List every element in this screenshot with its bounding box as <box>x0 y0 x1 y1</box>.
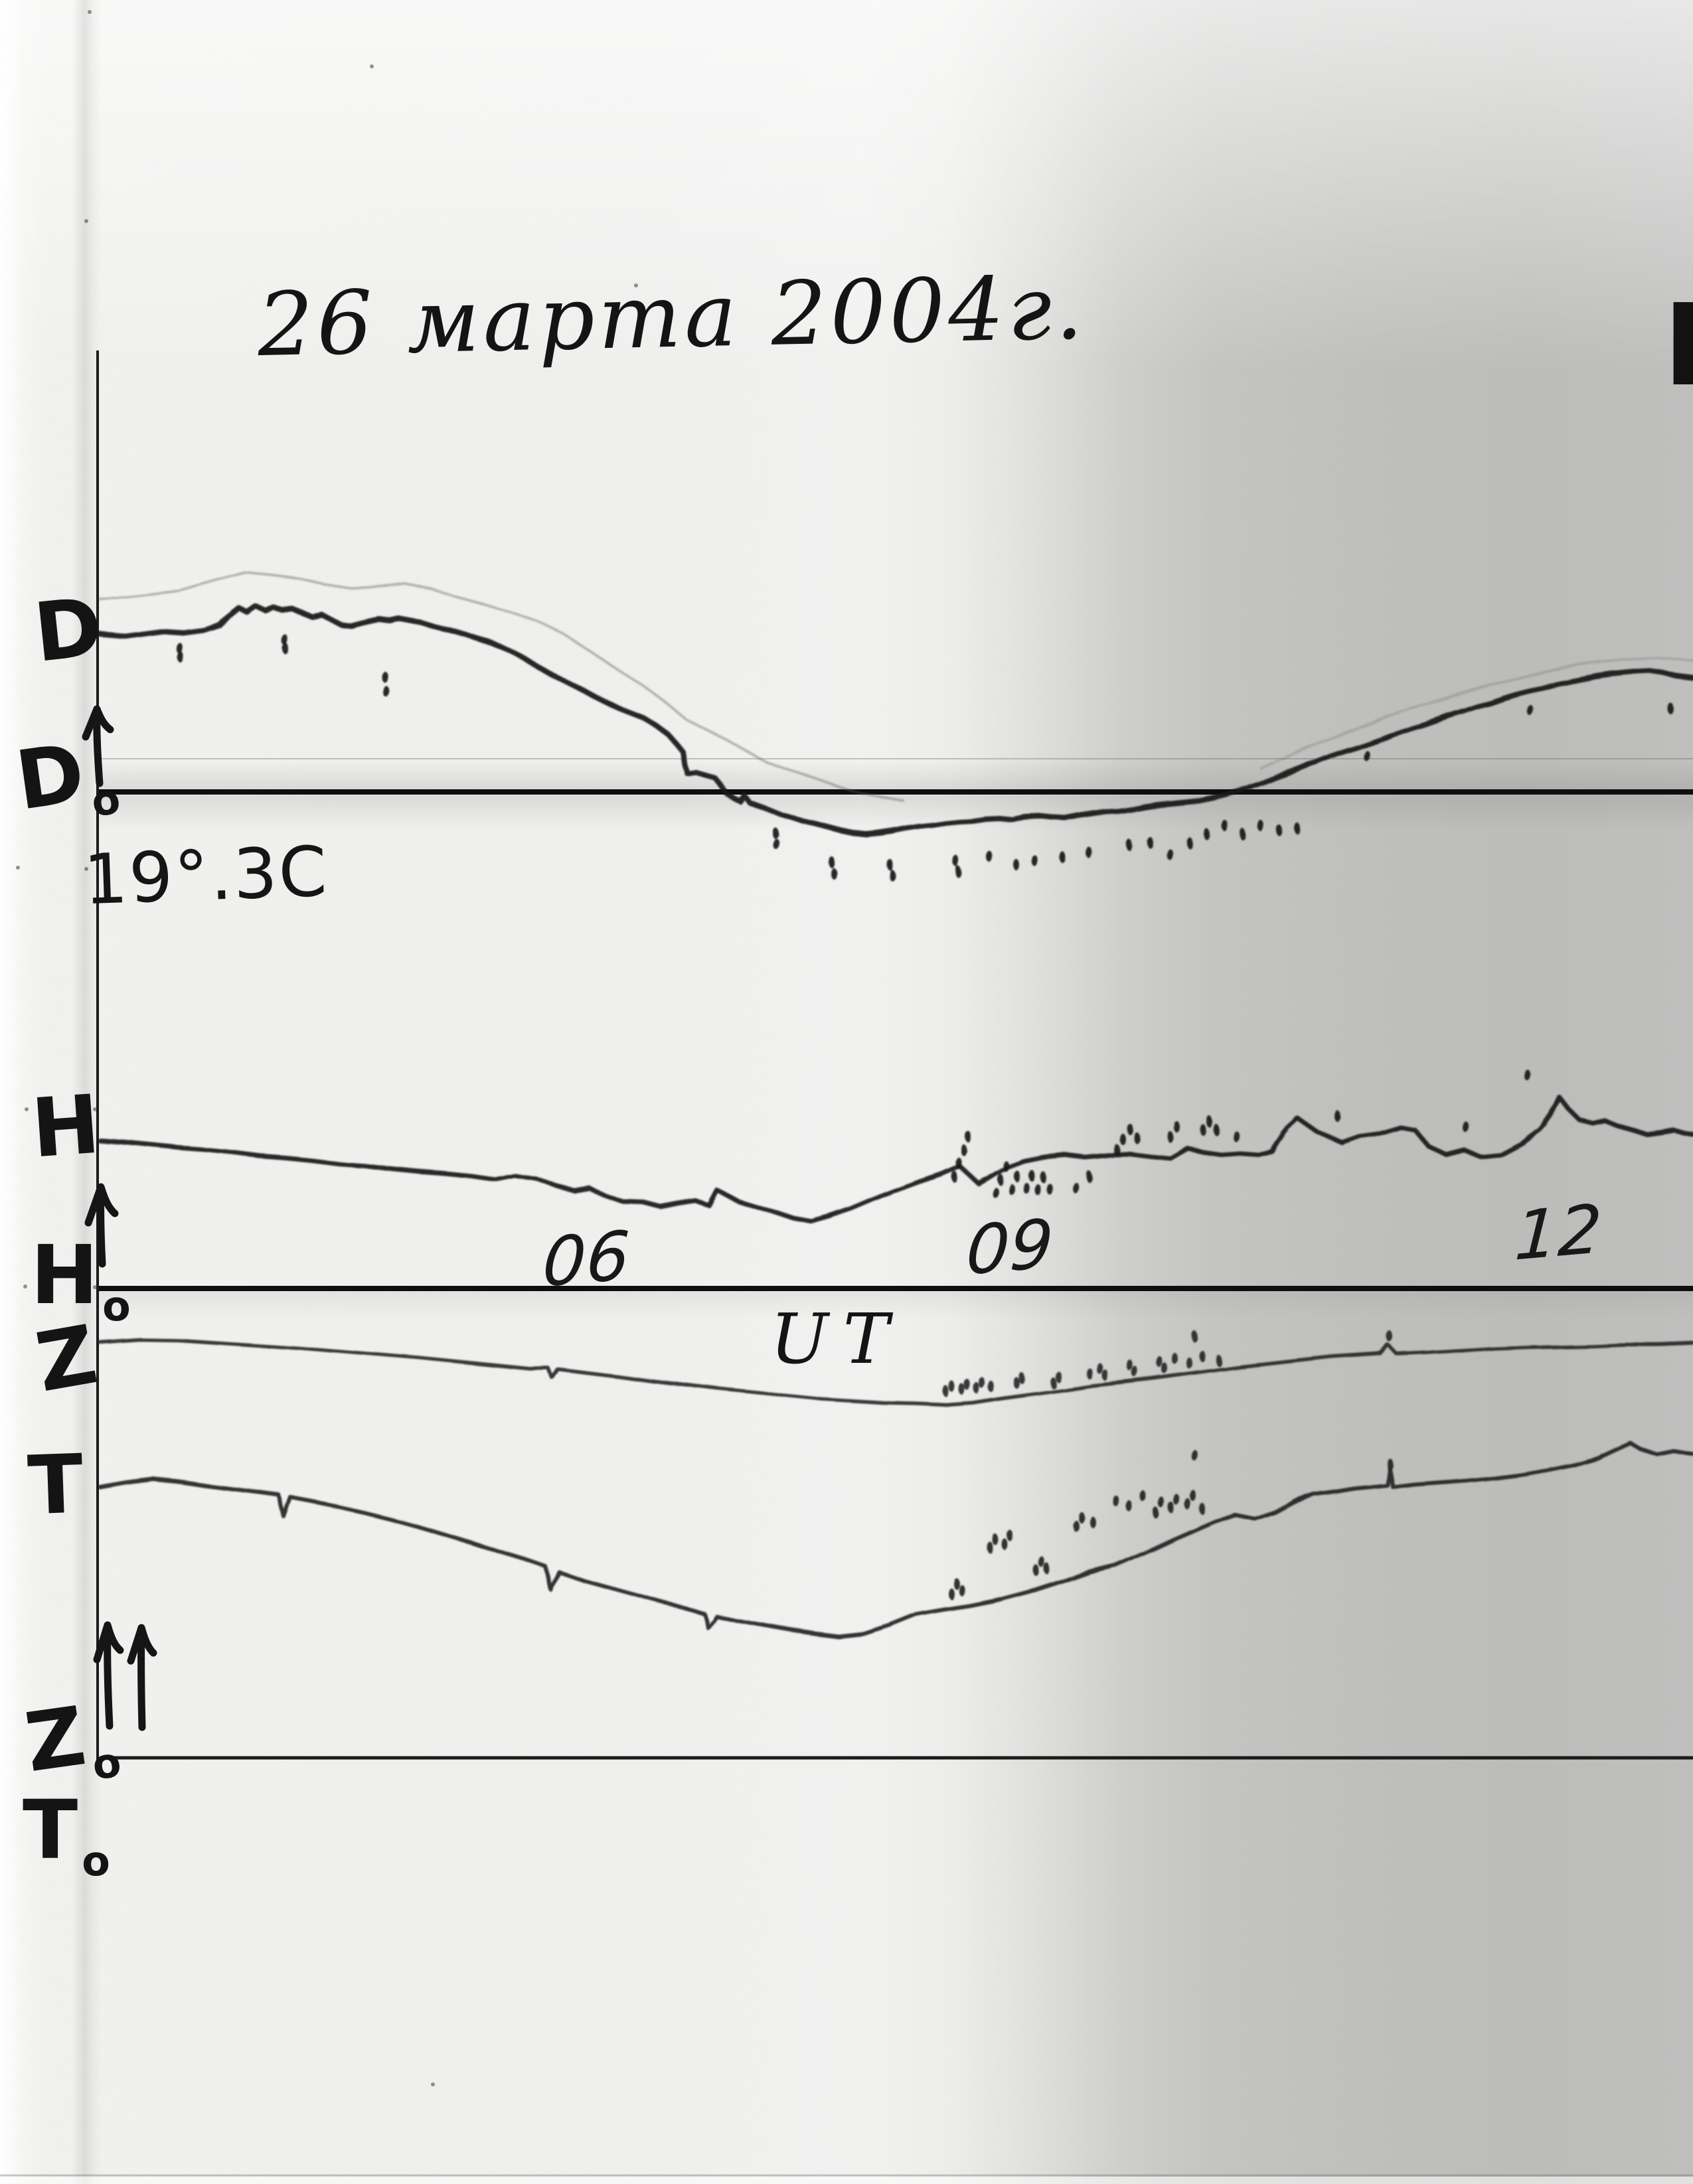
label-H0: Ho <box>31 1235 131 1327</box>
label-D0: Do <box>10 726 123 833</box>
label-H: H <box>29 1077 103 1176</box>
label-T0-main: T <box>23 1783 78 1877</box>
label-T: T <box>27 1437 85 1533</box>
label-T-text: T <box>26 1437 85 1533</box>
date-title: 26 марта 2004г. <box>256 256 1088 377</box>
label-D: D <box>30 580 107 680</box>
x-axis-label-UT: UT <box>770 1298 904 1379</box>
time-tick-06: 06 <box>540 1216 632 1303</box>
label-Z0: Zo <box>19 1689 124 1795</box>
time-tick-12: 12 <box>1512 1190 1604 1277</box>
partial-letter-right-edge: Н <box>1663 280 1693 412</box>
time-tick-09: 09 <box>964 1204 1056 1291</box>
label-D0-main: D <box>10 726 90 828</box>
label-D-text: D <box>29 580 107 680</box>
label-T0-sub: o <box>82 1837 110 1885</box>
label-H0-sub: o <box>102 1282 131 1330</box>
label-H-text: H <box>29 1077 103 1176</box>
temperature-note: 19°.3C <box>82 830 330 921</box>
label-H0-main: H <box>31 1228 99 1322</box>
label-Z0-main: Z <box>19 1689 91 1790</box>
label-T0: To <box>23 1790 110 1882</box>
